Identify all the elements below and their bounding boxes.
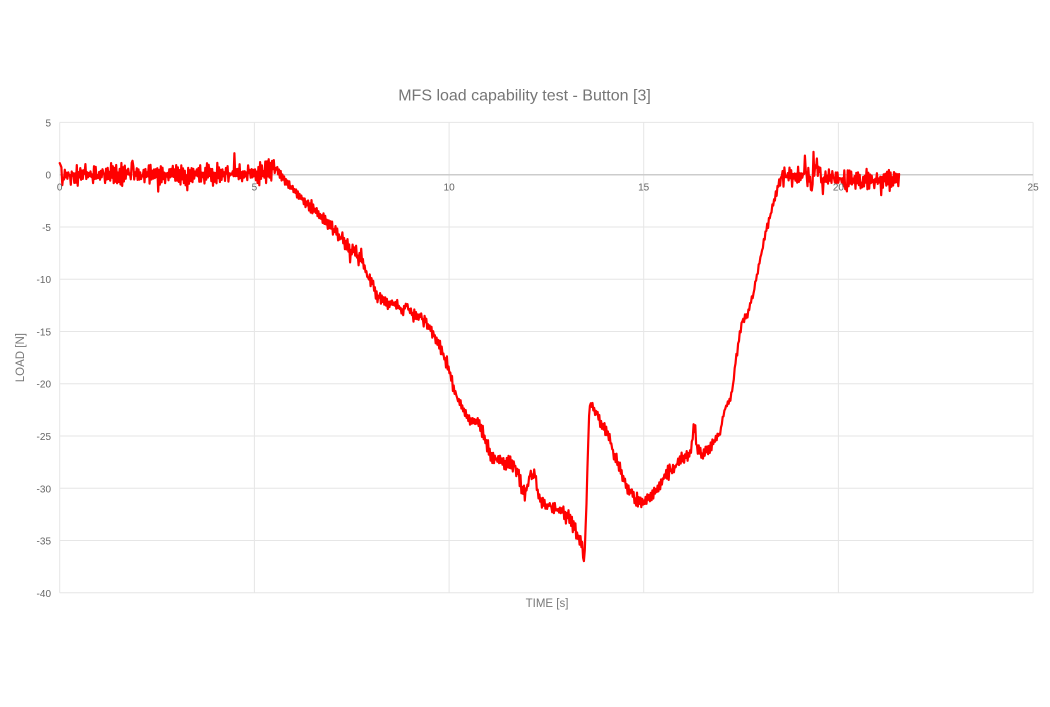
svg-text:MFS load capability test - But: MFS load capability test - Button [3]	[398, 88, 651, 105]
svg-text:-10: -10	[37, 275, 52, 286]
svg-text:-40: -40	[37, 589, 52, 600]
svg-text:0: 0	[45, 171, 51, 182]
svg-text:15: 15	[638, 183, 650, 194]
svg-text:-30: -30	[37, 484, 52, 495]
svg-text:20: 20	[833, 183, 845, 194]
svg-text:10: 10	[444, 183, 456, 194]
svg-text:-15: -15	[37, 328, 52, 339]
svg-text:0: 0	[57, 183, 63, 194]
svg-text:-35: -35	[37, 537, 52, 548]
svg-text:5: 5	[45, 118, 51, 129]
svg-text:25: 25	[1028, 183, 1040, 194]
svg-text:-25: -25	[37, 432, 52, 443]
svg-text:LOAD [N]: LOAD [N]	[15, 333, 27, 382]
svg-text:TIME [s]: TIME [s]	[526, 598, 569, 610]
svg-text:-5: -5	[42, 223, 51, 234]
svg-text:5: 5	[252, 183, 258, 194]
svg-text:-20: -20	[37, 380, 52, 391]
